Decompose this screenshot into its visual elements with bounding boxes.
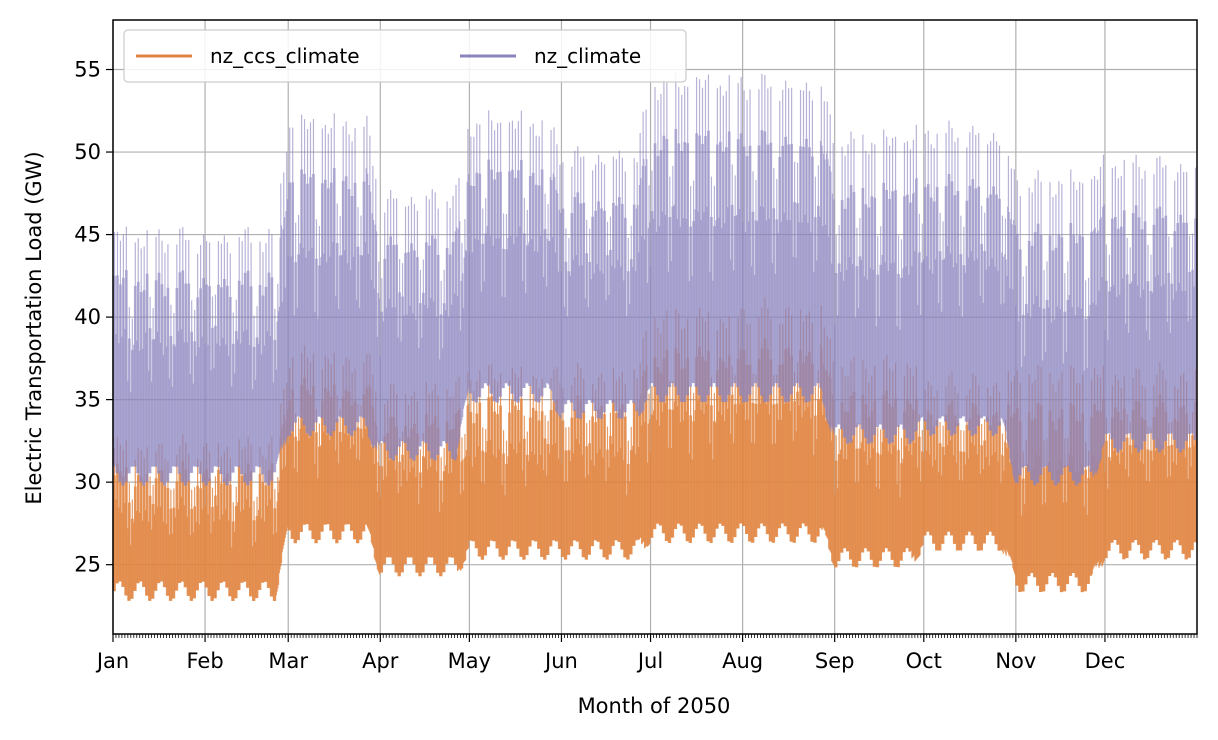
series-nz-climate bbox=[112, 72, 1197, 486]
x-tick-label: Dec bbox=[1085, 649, 1126, 673]
x-tick-label: Jul bbox=[636, 649, 663, 673]
y-tick-label: 35 bbox=[74, 388, 101, 412]
x-tick-label: Mar bbox=[268, 649, 308, 673]
x-tick-label: Oct bbox=[906, 649, 942, 673]
y-tick-label: 30 bbox=[74, 470, 101, 494]
x-tick-label: Sep bbox=[815, 649, 855, 673]
legend-frame bbox=[123, 29, 687, 83]
series-area bbox=[112, 72, 1197, 601]
x-tick-label: Feb bbox=[186, 649, 223, 673]
x-axis-title: Month of 2050 bbox=[578, 694, 731, 718]
y-tick-label: 40 bbox=[74, 305, 101, 329]
y-axis-title: Electric Transportation Load (GW) bbox=[22, 151, 46, 504]
y-tick-label: 25 bbox=[74, 553, 101, 577]
legend-label-nz-climate: nz_climate bbox=[534, 44, 641, 68]
x-tick-label: Apr bbox=[362, 649, 399, 673]
x-tick-label: May bbox=[448, 649, 491, 673]
axes: 25 30 35 40 45 50 55 Jan Feb Mar Apr May Jun Jul Aug Se… bbox=[74, 58, 1198, 673]
y-tick-label: 50 bbox=[74, 140, 101, 164]
legend: nz_ccs_climate nz_climate bbox=[123, 29, 687, 83]
y-tick-label: 45 bbox=[74, 223, 101, 247]
plot-frame bbox=[112, 19, 1198, 635]
legend-label-nz-ccs-climate: nz_ccs_climate bbox=[210, 44, 360, 68]
x-tick-label: Nov bbox=[995, 649, 1036, 673]
y-tick-label: 55 bbox=[74, 58, 101, 82]
x-tick-label: Aug bbox=[722, 649, 763, 673]
x-tick-label: Jan bbox=[95, 649, 129, 673]
x-tick-label: Jun bbox=[543, 649, 578, 673]
